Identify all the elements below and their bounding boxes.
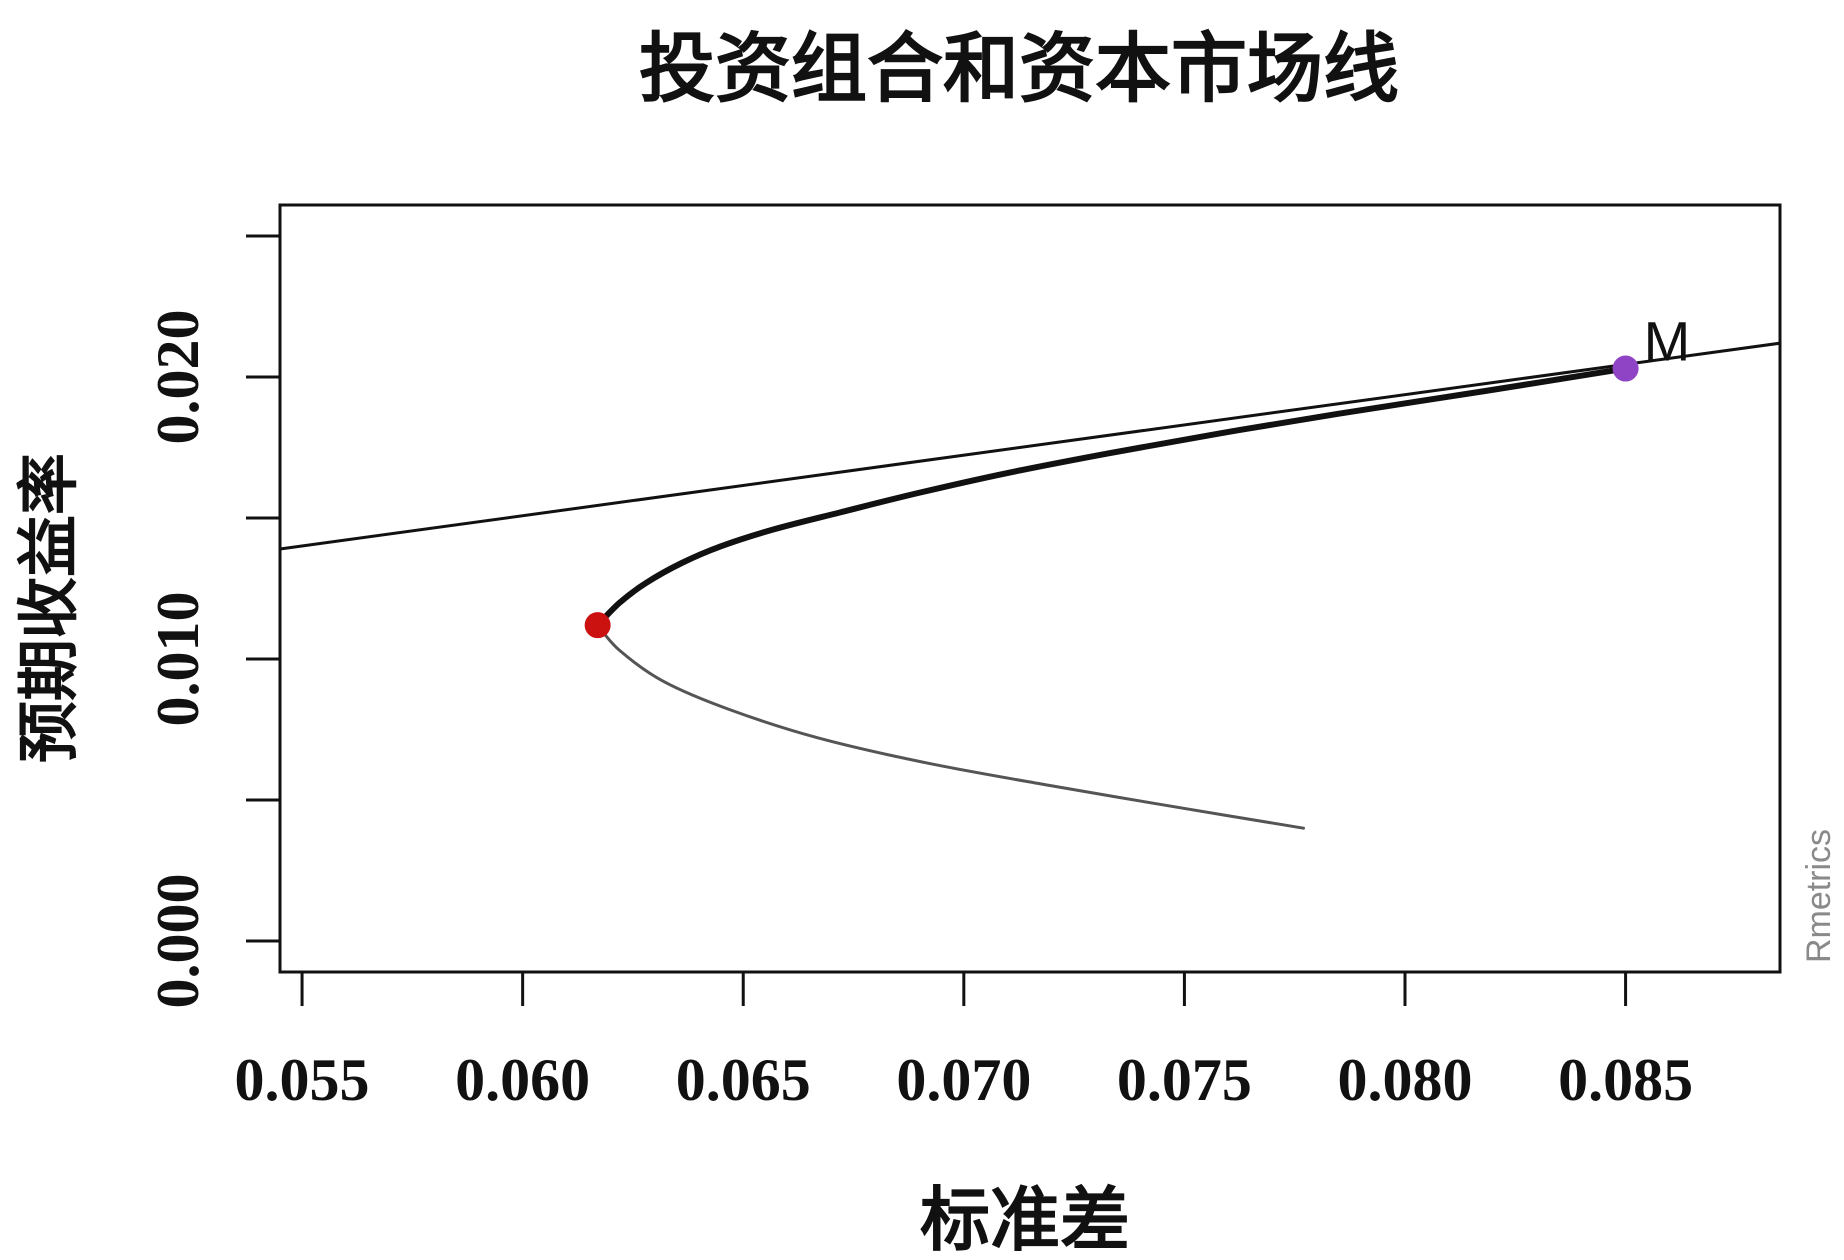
x-tick-label: 0.065	[676, 1047, 811, 1113]
x-axis-label: 标准差	[920, 1178, 1130, 1260]
y-axis: 0.000 0.010 0.020	[145, 234, 280, 1009]
minimum-variance-point	[584, 612, 611, 639]
x-axis: 0.055 0.060 0.065 0.070 0.075 0.080 0.085	[235, 972, 1693, 1113]
efficient-frontier-line	[594, 365, 1629, 629]
chart-title: 投资组合和资本市场线	[639, 24, 1399, 113]
y-axis-label: 预期收益率	[12, 453, 85, 763]
y-tick-label: 0.020	[145, 310, 211, 445]
points-layer: M	[584, 310, 1691, 639]
x-tick-label: 0.080	[1338, 1047, 1473, 1113]
tangency-point-label: M	[1644, 310, 1691, 373]
series-layer	[278, 341, 1782, 830]
capital-market-line-line	[278, 341, 1782, 551]
plot-area: M	[278, 203, 1782, 974]
y-tick-label: 0.000	[145, 874, 211, 1009]
x-tick-label: 0.060	[455, 1047, 590, 1113]
y-tick-label: 0.010	[145, 592, 211, 727]
inefficient-frontier-line	[596, 623, 1306, 830]
tangency-point	[1612, 355, 1639, 382]
x-tick-label: 0.075	[1117, 1047, 1252, 1113]
x-tick-label: 0.085	[1558, 1047, 1693, 1113]
plot-frame	[278, 203, 1782, 974]
x-tick-label: 0.070	[896, 1047, 1031, 1113]
rmetrics-watermark: Rmetrics	[1800, 829, 1838, 963]
x-tick-label: 0.055	[235, 1047, 370, 1113]
